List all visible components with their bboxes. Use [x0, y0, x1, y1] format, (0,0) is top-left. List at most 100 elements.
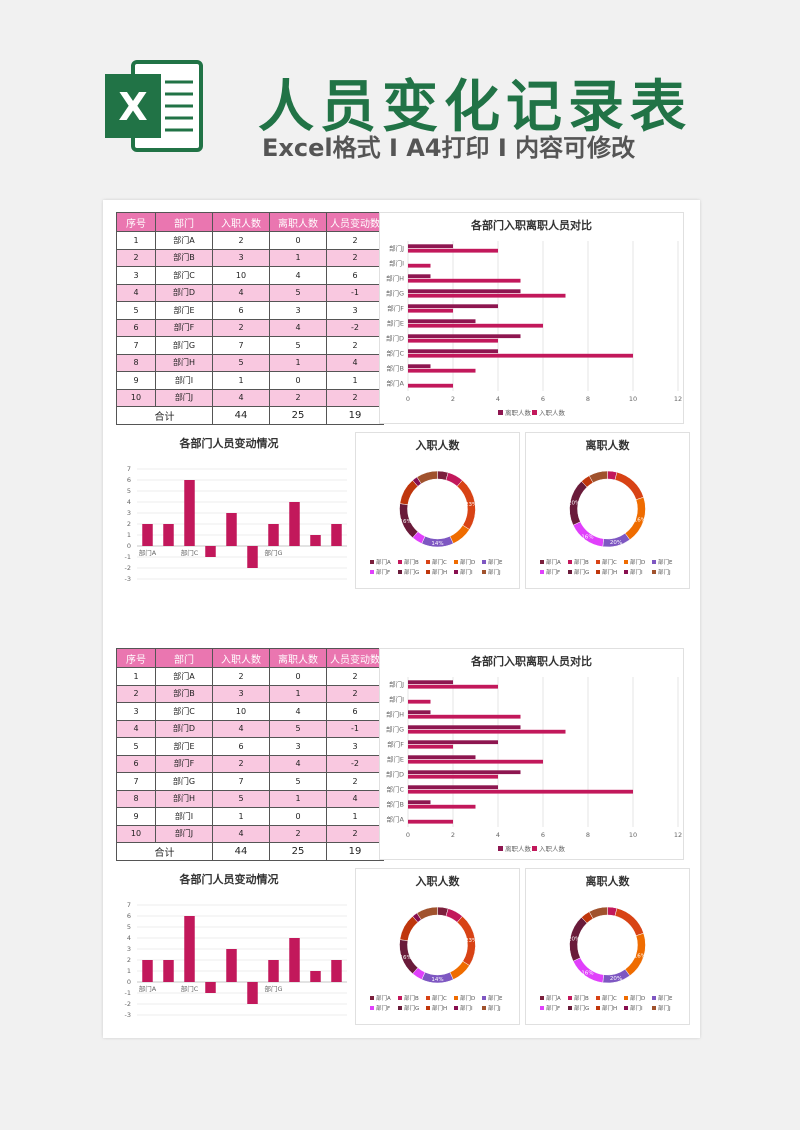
total-row: 合计 44 25 19 — [116, 842, 384, 861]
bar-leave — [408, 740, 498, 745]
bar-hire — [408, 744, 453, 749]
x-tick-label: 部门A — [139, 984, 157, 993]
bar-hire — [408, 323, 543, 328]
slice-label: 16% — [634, 954, 646, 960]
table-cell: 3 — [212, 684, 270, 703]
legend-swatch — [532, 846, 537, 851]
legend-swatch — [498, 846, 503, 851]
y-tick-label: 部门B — [387, 364, 404, 373]
y-tick-label: 部门B — [387, 800, 404, 809]
chart-title: 离职人数 — [586, 438, 631, 452]
legend-swatch — [398, 560, 402, 564]
total-cell: 19 — [326, 842, 384, 861]
table-cell: 3 — [269, 301, 327, 320]
legend-label: 入职人数 — [539, 408, 566, 417]
table-cell: 部门E — [155, 301, 213, 320]
table-cell: 4 — [269, 702, 327, 721]
legend-swatch — [540, 560, 544, 564]
legend-label: 部门D — [630, 994, 645, 1002]
table-cell: 2 — [212, 318, 270, 337]
table-cell: 2 — [269, 388, 327, 407]
legend-swatch — [652, 560, 656, 564]
table-cell: 10 — [212, 702, 270, 721]
table-row: 1 部门A 2 0 2 — [116, 667, 384, 686]
donut-chart: 离职人数 16% 20% 16% 20% 部门A 部门B 部门C 部门D 部门E 部门F 部门G 部门H… — [540, 874, 673, 1012]
table-header-row: 序号 部门 入职人数 离职人数 人员变动数 — [116, 648, 384, 668]
data-table: 序号 部门 入职人数 离职人数 人员变动数 1 部门A 2 0 2 2 部门B 3 1 2 3 部门C 10 4 6 4… — [116, 648, 384, 861]
column-header: 入职人数 — [212, 648, 270, 668]
legend-swatch — [596, 570, 600, 574]
x-tick-label: 10 — [629, 395, 637, 403]
x-tick-label: 12 — [674, 831, 682, 839]
y-tick-label: 部门H — [386, 710, 404, 719]
table-cell: 6 — [116, 754, 156, 773]
total-cell: 44 — [212, 406, 270, 425]
donut-chart-panel: 离职人数 16% 20% 16% 20% 部门A 部门B 部门C 部门D 部门E 部门F 部门G 部门H… — [525, 868, 690, 1025]
legend-label: 部门I — [630, 1004, 643, 1012]
legend-label: 部门C — [432, 994, 447, 1002]
table-row: 1 部门A 2 0 2 — [116, 231, 384, 250]
y-tick-label: -2 — [125, 1000, 131, 1008]
legend-swatch — [398, 1006, 402, 1010]
bar-change — [331, 524, 342, 546]
table-row: 5 部门E 6 3 3 — [116, 301, 384, 320]
table-cell: 部门B — [155, 248, 213, 267]
table-row: 3 部门C 10 4 6 — [116, 266, 384, 285]
chart-title: 各部门入职离职人员对比 — [470, 654, 592, 668]
legend-swatch — [568, 570, 572, 574]
table-cell: 部门F — [155, 754, 213, 773]
bar-hire — [408, 684, 498, 689]
table-cell: -2 — [326, 754, 384, 773]
legend-swatch — [568, 560, 572, 564]
table-cell: 4 — [212, 388, 270, 407]
y-tick-label: 部门I — [389, 259, 404, 268]
bar-leave — [408, 334, 521, 339]
table-cell: 5 — [116, 737, 156, 756]
total-row: 合计 44 25 19 — [116, 406, 384, 425]
table-cell: 9 — [116, 807, 156, 826]
legend-label: 部门D — [630, 558, 645, 566]
table-cell: 1 — [269, 353, 327, 372]
legend-label: 部门G — [574, 568, 589, 576]
table-cell: 7 — [116, 336, 156, 355]
report-block: 序号 部门 入职人数 离职人数 人员变动数 1 部门A 2 0 2 2 部门B 3 1 2 3 部门C 10 4 6 4… — [103, 646, 700, 1041]
table-row: 4 部门D 4 5 -1 — [116, 719, 384, 738]
table-header-row: 序号 部门 入职人数 离职人数 人员变动数 — [116, 212, 384, 232]
legend-label: 部门H — [432, 568, 447, 576]
legend-label: 部门J — [488, 568, 501, 576]
y-tick-label: 6 — [127, 476, 131, 484]
x-tick-label: 部门G — [264, 548, 282, 557]
legend-swatch — [498, 410, 503, 415]
y-tick-label: 3 — [127, 509, 131, 517]
table-cell: 4 — [326, 789, 384, 808]
bar-leave — [408, 274, 431, 279]
bar-change — [142, 960, 153, 982]
legend-swatch — [482, 570, 486, 574]
legend-swatch — [596, 560, 600, 564]
table-row: 10 部门J 4 2 2 — [116, 824, 384, 843]
donut-slice — [449, 960, 470, 980]
bar-change — [289, 502, 300, 546]
legend-swatch — [426, 570, 430, 574]
donut-slice — [588, 906, 608, 920]
column-header: 序号 — [116, 212, 156, 232]
table-cell: 3 — [326, 737, 384, 756]
table-cell: 2 — [326, 824, 384, 843]
bar-hire — [408, 774, 498, 779]
table-cell: 部门H — [155, 789, 213, 808]
table-cell: 3 — [269, 737, 327, 756]
legend-label: 部门E — [658, 558, 673, 566]
y-tick-label: -1 — [125, 553, 131, 561]
donut-slice — [614, 471, 644, 501]
donut-chart-panel: 入职人数 23% 14% 16% 部门A 部门B 部门C 部门D 部门E 部门F 部门G 部门H 部门I… — [355, 432, 520, 589]
table-cell: 3 — [212, 248, 270, 267]
column-header: 序号 — [116, 648, 156, 668]
legend-swatch — [454, 560, 458, 564]
bar-hire — [408, 353, 633, 358]
bar-change — [184, 480, 195, 546]
y-tick-label: 部门D — [386, 334, 404, 343]
table-cell: 部门J — [155, 824, 213, 843]
slice-label: 14% — [431, 977, 443, 983]
y-tick-label: 部门F — [387, 740, 404, 749]
total-cell: 44 — [212, 842, 270, 861]
